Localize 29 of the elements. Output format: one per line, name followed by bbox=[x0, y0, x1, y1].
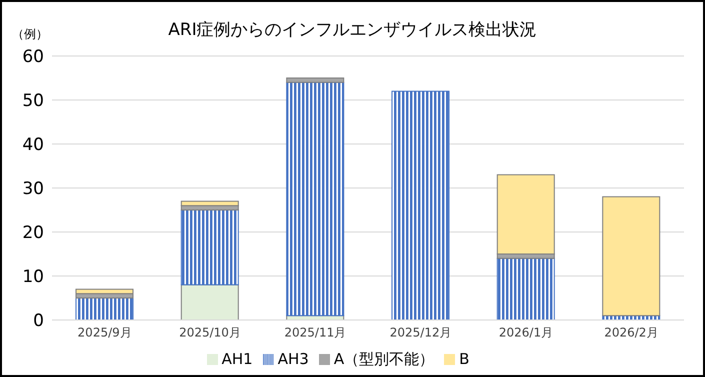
x-tick-label: 2025/9月 bbox=[78, 326, 132, 340]
y-tick-label: 50 bbox=[22, 91, 44, 112]
bar bbox=[180, 210, 239, 286]
bar bbox=[76, 288, 134, 294]
bar bbox=[496, 258, 555, 320]
x-tick-label: 2025/11月 bbox=[284, 326, 346, 340]
x-tick-label: 2026/2月 bbox=[604, 326, 658, 340]
y-tick-label: 10 bbox=[22, 267, 44, 288]
bar bbox=[392, 90, 450, 320]
y-tick-label: 60 bbox=[22, 47, 44, 68]
legend-label: B bbox=[459, 350, 470, 368]
y-tick-label: 40 bbox=[22, 135, 44, 156]
legend-label: AH1 bbox=[222, 350, 253, 368]
x-tick-label: 2025/12月 bbox=[390, 326, 452, 340]
y-tick-label: 0 bbox=[33, 311, 44, 332]
bar bbox=[286, 82, 344, 316]
bar bbox=[602, 196, 660, 316]
chart-title: ARI症例からのインフルエンザウイルス検出状況 bbox=[168, 20, 537, 40]
y-tick-label: 30 bbox=[22, 179, 44, 200]
bar bbox=[180, 200, 239, 206]
x-tick-label: 2026/1月 bbox=[498, 326, 554, 340]
y-axis-title: （例） bbox=[12, 26, 48, 43]
bar bbox=[180, 284, 239, 320]
bar bbox=[286, 78, 344, 83]
bar bbox=[76, 298, 134, 320]
legend-label: AH3 bbox=[278, 350, 309, 368]
y-tick-label: 20 bbox=[22, 223, 44, 244]
x-tick-label: 2025/10月 bbox=[179, 326, 241, 340]
legend-label: A（型別不能） bbox=[334, 350, 434, 368]
